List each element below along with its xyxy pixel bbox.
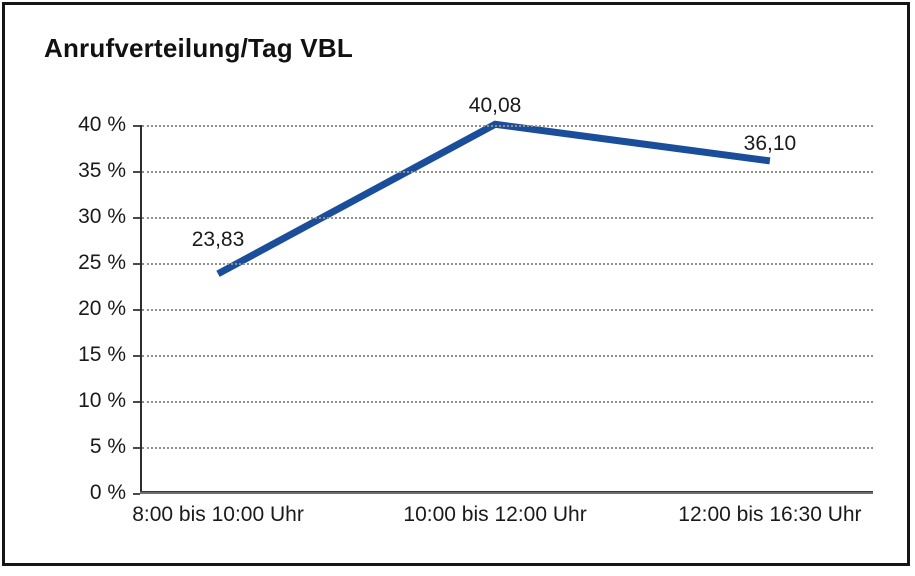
- gridline-35%: [142, 171, 873, 173]
- y-tick-mark: [133, 171, 140, 173]
- x-tick-label: 10:00 bis 12:00 Uhr: [403, 503, 587, 526]
- x-axis-line: [140, 491, 873, 494]
- gridline-40%: [142, 125, 873, 127]
- gridline-25%: [142, 263, 873, 265]
- gridline-30%: [142, 217, 873, 219]
- y-tick-label: 10 %: [78, 389, 126, 412]
- data-line: [216, 120, 771, 277]
- plot-area: 40 % 35 % 30 % 25 % 20 % 15 % 10 % 5 % 0 % 8:00 b…: [78, 94, 873, 526]
- gridline-20%: [142, 309, 873, 311]
- y-tick-mark: [133, 447, 140, 449]
- x-tick-label: 12:00 bis 16:30 Uhr: [678, 503, 862, 526]
- data-point-label: 23,83: [191, 227, 245, 251]
- y-axis-line: [140, 125, 142, 494]
- y-tick-label: 40 %: [78, 113, 126, 136]
- chart-title: Anrufverteilung/Tag VBL: [44, 33, 353, 63]
- gridline-10%: [142, 401, 873, 403]
- y-tick-label: 15 %: [78, 343, 126, 366]
- y-tick-mark: [133, 355, 140, 357]
- data-point-label: 36,10: [743, 131, 797, 155]
- x-tick-label: 8:00 bis 10:00 Uhr: [132, 503, 304, 526]
- y-tick-mark: [133, 401, 140, 403]
- chart-frame: Anrufverteilung/Tag VBL: [2, 2, 910, 566]
- y-tick-label: 25 %: [78, 251, 126, 274]
- y-tick-mark: [133, 263, 140, 265]
- y-tick-mark: [133, 309, 140, 311]
- line-series-svg: [216, 120, 771, 277]
- gridline-15%: [142, 355, 873, 357]
- y-tick-label: 20 %: [78, 297, 126, 320]
- gridline-5%: [142, 447, 873, 449]
- y-tick-label: 0 %: [89, 481, 126, 504]
- y-tick-mark: [133, 217, 140, 219]
- data-point-label: 40,08: [468, 94, 522, 118]
- y-tick-mark: [133, 125, 140, 127]
- y-tick-mark: [133, 493, 140, 495]
- y-tick-label: 5 %: [89, 435, 126, 458]
- y-tick-label: 35 %: [78, 159, 126, 182]
- y-tick-label: 30 %: [78, 205, 126, 228]
